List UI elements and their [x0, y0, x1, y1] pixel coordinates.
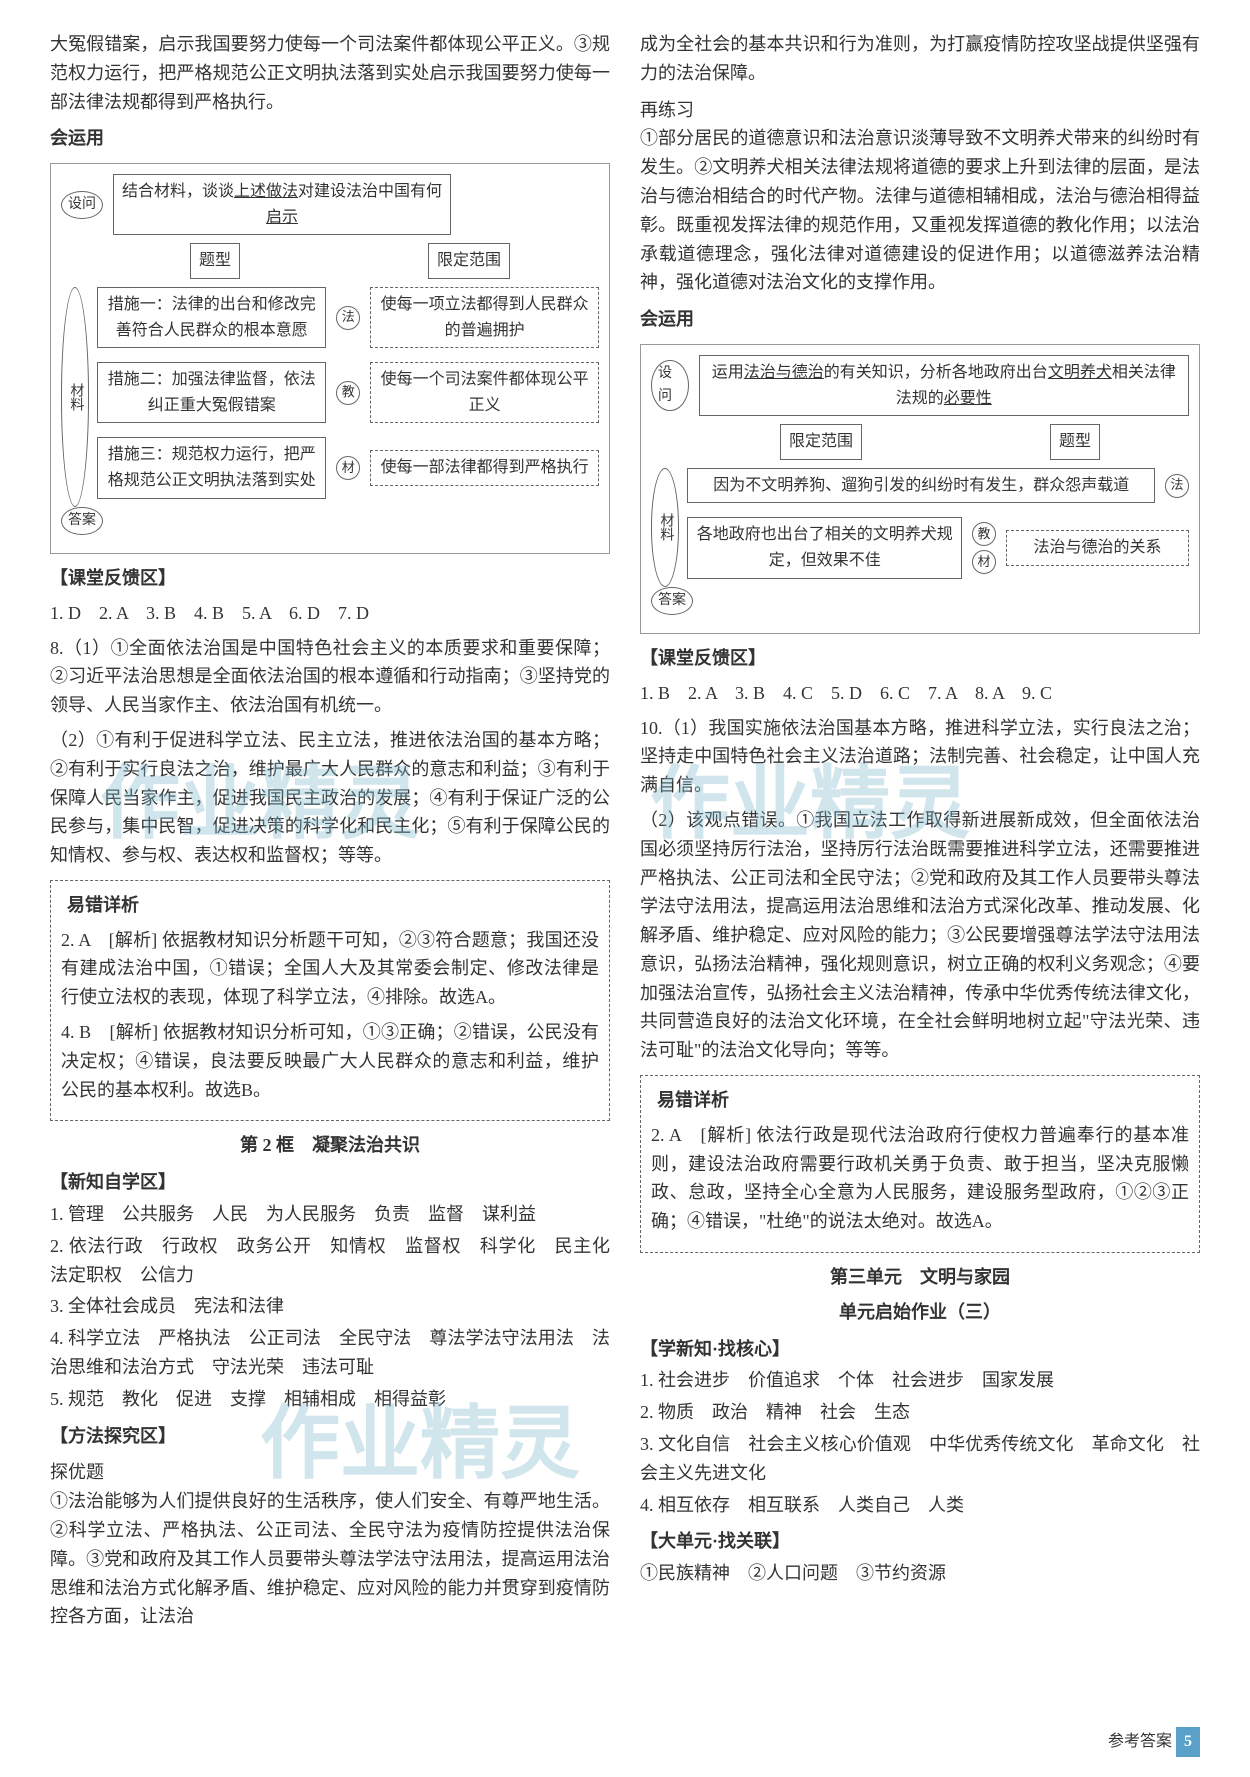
right-q10-1: 10.（1）我国实施依法治国基本方略，推进科学立法，实行良法之治；坚持走中国特色… — [640, 714, 1200, 800]
xx-2: 2. 物质 政治 精神 社会 生态 — [640, 1398, 1200, 1427]
circle-shewen: 设问 — [61, 191, 103, 219]
flow2-box1: 因为不文明养狗、遛狗引发的纠纷时有发生，群众怨声载道 — [687, 468, 1155, 504]
circle-daan-r: 答案 — [651, 587, 693, 615]
measure1-b: 使每一项立法都得到人民群众的普遍拥护 — [370, 287, 599, 348]
fangfa-title: 【方法探究区】 — [50, 1422, 610, 1451]
xuexin-title: 【学新知·找核心】 — [640, 1335, 1200, 1364]
flow2-top: 运用法治与德治的有关知识，分析各地政府出台文明养犬相关法律法规的必要性 — [699, 355, 1189, 416]
tanyou-title: 探优题 — [50, 1458, 610, 1487]
flow2-box2: 各地政府也出台了相关的文明养犬规定，但效果不佳 — [687, 517, 962, 578]
flow-xianding: 限定范围 — [428, 243, 510, 279]
circle-cailiao-r: 材料 — [651, 468, 679, 587]
huiyunyong-r: 会运用 — [640, 305, 1200, 334]
footer: 参考答案 5 — [1108, 1727, 1200, 1757]
yicuo-title-l: 易错详析 — [61, 891, 145, 920]
xinzhi-title: 【新知自学区】 — [50, 1168, 610, 1197]
unit3-sub: 单元启始作业（三） — [640, 1298, 1200, 1327]
flow2-tixing: 题型 — [1050, 424, 1100, 460]
xinzhi-5: 5. 规范 教化 促进 支撑 相辅相成 相得益彰 — [50, 1385, 610, 1414]
flow-tixing: 题型 — [190, 243, 240, 279]
xx-1: 1. 社会进步 价值追求 个体 社会进步 国家发展 — [640, 1366, 1200, 1395]
circle-shewen-r: 设问 — [651, 360, 689, 411]
flow2-jiao: 教 — [972, 522, 996, 546]
xinzhi-4: 4. 科学立法 严格执法 公正司法 全民守法 尊法学法守法用法 法治思维和法治方… — [50, 1324, 610, 1382]
right-q10-2: （2）该观点错误。①我国立法工作取得新进展新成效，但全面依法治国必须坚持厉行法治… — [640, 806, 1200, 1065]
xinzhi-2: 2. 依法行政 行政权 政务公开 知情权 监督权 科学化 民主化 法定职权 公信… — [50, 1232, 610, 1290]
yicuo-title-r: 易错详析 — [651, 1086, 735, 1115]
flowchart-1: 设问 结合材料，谈谈上述做法对建设法治中国有何启示 题型 限定范围 材料 措施一… — [50, 163, 610, 554]
flowchart-2: 设问 运用法治与德治的有关知识，分析各地政府出台文明养犬相关法律法规的必要性 限… — [640, 344, 1200, 634]
measure2-a: 措施二：加强法律监督，依法纠正重大冤假错案 — [97, 362, 326, 423]
xinzhi-1: 1. 管理 公共服务 人民 为人民服务 负责 监督 谋利益 — [50, 1200, 610, 1229]
yicuo-4-l: 4. B [解析] 依据教材知识分析可知，①③正确；②错误，公民没有决定权；④错… — [61, 1018, 599, 1104]
kuang2-title: 第 2 框 凝聚法治共识 — [50, 1131, 610, 1160]
page-number: 5 — [1176, 1727, 1200, 1757]
dadanyuan: ①民族精神 ②人口问题 ③节约资源 — [640, 1559, 1200, 1588]
yicuo-2-r: 2. A [解析] 依法行政是现代法治政府行使权力普遍奉行的基本准则，建设法治政… — [651, 1121, 1189, 1236]
circle-cailiao: 材料 — [61, 287, 89, 507]
zailianxi-label: 再练习 — [640, 96, 1200, 125]
right-intro: 成为全社会的基本共识和行为准则，为打赢疫情防控攻坚战提供坚强有力的法治保障。 — [640, 30, 1200, 88]
conn-jiao1: 法 — [336, 306, 360, 330]
left-ketang-ans: 1. D 2. A 3. B 4. B 5. A 6. D 7. D — [50, 599, 610, 628]
conn-jiao3: 材 — [336, 456, 360, 480]
flow2-cai: 材 — [972, 550, 996, 574]
tanyou-text: ①法治能够为人们提供良好的生活秩序，使人们安全、有尊严地生活。②科学立法、严格执… — [50, 1487, 610, 1631]
dadanyuan-title: 【大单元·找关联】 — [640, 1527, 1200, 1556]
circle-daan: 答案 — [61, 507, 103, 535]
ketang-title-r: 【课堂反馈区】 — [640, 644, 1200, 673]
yicuo-2-l: 2. A [解析] 依据教材知识分析题干可知，②③符合题意；我国还没有建成法治中… — [61, 926, 599, 1012]
measure3-a: 措施三：规范权力运行，把严格规范公正文明执法落到实处 — [97, 437, 326, 498]
left-q8-1: 8.（1）①全面依法治国是中国特色社会主义的本质要求和重要保障；②习近平法治思想… — [50, 634, 610, 720]
measure1-a: 措施一：法律的出台和修改完善符合人民群众的根本意愿 — [97, 287, 326, 348]
footer-label: 参考答案 — [1108, 1733, 1172, 1750]
flow2-zhe: 法 — [1165, 474, 1189, 498]
left-intro: 大冤假错案，启示我国要努力使每一个司法案件都体现公平正义。③规范权力运行，把严格… — [50, 30, 610, 116]
right-ketang-ans: 1. B 2. A 3. B 4. C 5. D 6. C 7. A 8. A … — [640, 679, 1200, 708]
conn-jiao2: 教 — [336, 381, 360, 405]
yicuo-box-l: 易错详析 2. A [解析] 依据教材知识分析题干可知，②③符合题意；我国还没有… — [50, 880, 610, 1122]
measure3-b: 使每一部法律都得到严格执行 — [370, 450, 599, 486]
ketang-title-l: 【课堂反馈区】 — [50, 564, 610, 593]
zailianxi-text: ①部分居民的道德意识和法治意识淡薄导致不文明养犬带来的纠纷时有发生。②文明养犬相… — [640, 124, 1200, 297]
xx-3: 3. 文化自信 社会主义核心价值观 中华优秀传统文化 革命文化 社会主义先进文化 — [640, 1430, 1200, 1488]
flow2-xianding: 限定范围 — [780, 424, 862, 460]
yicuo-box-r: 易错详析 2. A [解析] 依法行政是现代法治政府行使权力普遍奉行的基本准则，… — [640, 1075, 1200, 1253]
unit3-title: 第三单元 文明与家园 — [640, 1263, 1200, 1292]
flow-top-box: 结合材料，谈谈上述做法对建设法治中国有何启示 — [113, 174, 451, 235]
xinzhi-3: 3. 全体社会成员 宪法和法律 — [50, 1292, 610, 1321]
huiyunyong-label: 会运用 — [50, 124, 610, 153]
measure2-b: 使每一个司法案件都体现公平正义 — [370, 362, 599, 423]
flow2-side: 法治与德治的关系 — [1006, 530, 1189, 566]
left-q8-2: （2）①有利于促进科学立法、民主立法，推进依法治国的基本方略；②有利于实行良法之… — [50, 726, 610, 870]
xx-4: 4. 相互依存 相互联系 人类自己 人类 — [640, 1491, 1200, 1520]
